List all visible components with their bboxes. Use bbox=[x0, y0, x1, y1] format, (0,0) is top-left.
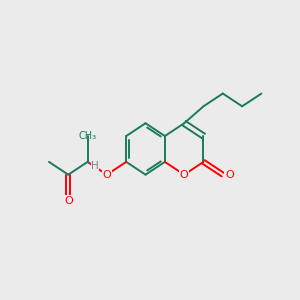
Text: H: H bbox=[91, 161, 99, 171]
Text: O: O bbox=[225, 170, 234, 180]
Text: O: O bbox=[103, 170, 111, 180]
Text: O: O bbox=[103, 170, 111, 180]
Text: O: O bbox=[180, 170, 189, 180]
Text: O: O bbox=[225, 170, 234, 180]
Text: O: O bbox=[180, 170, 189, 180]
Text: O: O bbox=[64, 196, 73, 206]
Text: CH₃: CH₃ bbox=[79, 131, 97, 141]
Text: O: O bbox=[64, 196, 73, 206]
Text: H: H bbox=[91, 161, 99, 171]
